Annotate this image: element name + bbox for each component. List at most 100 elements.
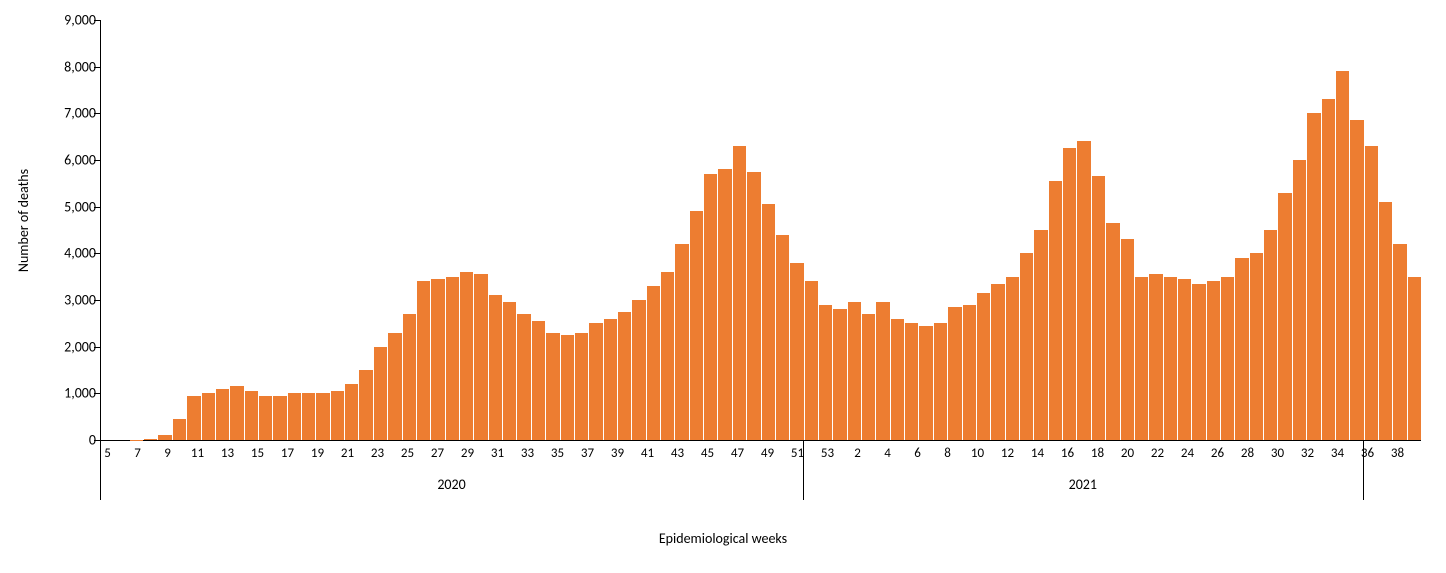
x-tick-label: 30 — [1270, 445, 1285, 465]
bar — [934, 323, 947, 440]
bar — [1293, 160, 1306, 440]
x-tick-label: 11 — [190, 445, 205, 465]
x-tick-label — [985, 445, 1000, 465]
x-tick-label: 41 — [640, 445, 655, 465]
x-tick-label: 10 — [970, 445, 985, 465]
x-tick-label: 7 — [130, 445, 145, 465]
x-tick-label — [1405, 445, 1420, 465]
x-tick-label — [1165, 445, 1180, 465]
x-tick-label: 27 — [430, 445, 445, 465]
bar — [977, 293, 990, 440]
bar — [403, 314, 416, 440]
x-tick-label: 12 — [1000, 445, 1015, 465]
bar — [1149, 274, 1162, 440]
x-tick-label: 33 — [520, 445, 535, 465]
y-tick-label: 7,000 — [40, 105, 96, 122]
bar — [848, 302, 861, 440]
y-axis-title-container: Number of deaths — [14, 0, 34, 440]
x-tick-label — [1195, 445, 1210, 465]
bar — [1379, 202, 1392, 440]
x-tick-label: 32 — [1300, 445, 1315, 465]
bar — [991, 284, 1004, 440]
x-tick-label — [475, 445, 490, 465]
bar — [963, 305, 976, 440]
y-axis-title: Number of deaths — [16, 168, 33, 271]
bar — [661, 272, 674, 440]
bar — [876, 302, 889, 440]
x-tick-label — [685, 445, 700, 465]
x-tick-label: 31 — [490, 445, 505, 465]
bar — [589, 323, 602, 440]
bar — [1092, 176, 1105, 440]
bar — [1207, 281, 1220, 440]
bar — [1063, 148, 1076, 440]
bar — [819, 305, 832, 440]
x-tick-label: 8 — [940, 445, 955, 465]
x-tick-label: 45 — [700, 445, 715, 465]
bar — [359, 370, 372, 440]
x-group-label: 2020 — [100, 476, 803, 493]
x-group-separator — [803, 440, 804, 500]
x-tick-label — [385, 445, 400, 465]
bar — [1336, 71, 1349, 440]
x-tick-label — [1255, 445, 1270, 465]
x-tick-label — [715, 445, 730, 465]
x-tick-label — [565, 445, 580, 465]
x-tick-label: 39 — [610, 445, 625, 465]
bar — [1164, 277, 1177, 440]
x-tick-label — [1105, 445, 1120, 465]
bar — [460, 272, 473, 440]
x-tick-label — [955, 445, 970, 465]
y-tick-label: 8,000 — [40, 58, 96, 75]
x-tick-label: 38 — [1390, 445, 1405, 465]
plot-area — [100, 20, 1421, 441]
bar — [388, 333, 401, 440]
bar — [1235, 258, 1248, 440]
bar — [561, 335, 574, 440]
bar — [517, 314, 530, 440]
bar — [173, 419, 186, 440]
x-axis-groups: 20202021 — [100, 470, 1420, 500]
bar — [431, 279, 444, 440]
x-tick-label — [835, 445, 850, 465]
x-tick-label — [895, 445, 910, 465]
x-tick-label: 18 — [1090, 445, 1105, 465]
bar — [647, 286, 660, 440]
bar — [489, 295, 502, 440]
x-tick-label — [595, 445, 610, 465]
y-tick-mark — [94, 393, 100, 394]
y-tick-mark — [94, 207, 100, 208]
x-tick-label: 15 — [250, 445, 265, 465]
bar — [632, 300, 645, 440]
x-tick-label: 47 — [730, 445, 745, 465]
y-tick-label: 1,000 — [40, 385, 96, 402]
x-tick-label: 4 — [880, 445, 895, 465]
bar — [259, 396, 272, 440]
x-tick-label — [295, 445, 310, 465]
x-tick-label — [1225, 445, 1240, 465]
y-tick-mark — [94, 160, 100, 161]
x-group-separator — [1363, 440, 1364, 500]
x-tick-label: 13 — [220, 445, 235, 465]
bar — [216, 389, 229, 440]
x-tick-label: 5 — [100, 445, 115, 465]
x-tick-label — [655, 445, 670, 465]
bar — [273, 396, 286, 440]
x-tick-label: 23 — [370, 445, 385, 465]
x-tick-label — [145, 445, 160, 465]
bar — [690, 211, 703, 440]
x-tick-label — [115, 445, 130, 465]
x-tick-label: 26 — [1210, 445, 1225, 465]
bar — [331, 391, 344, 440]
x-tick-label: 43 — [670, 445, 685, 465]
x-tick-label: 37 — [580, 445, 595, 465]
bar — [245, 391, 258, 440]
bar — [302, 393, 315, 440]
bar — [948, 307, 961, 440]
bar — [776, 235, 789, 440]
bar — [503, 302, 516, 440]
bar — [1307, 113, 1320, 440]
x-tick-label: 35 — [550, 445, 565, 465]
bar — [1121, 239, 1134, 440]
bars-container — [101, 20, 1421, 440]
